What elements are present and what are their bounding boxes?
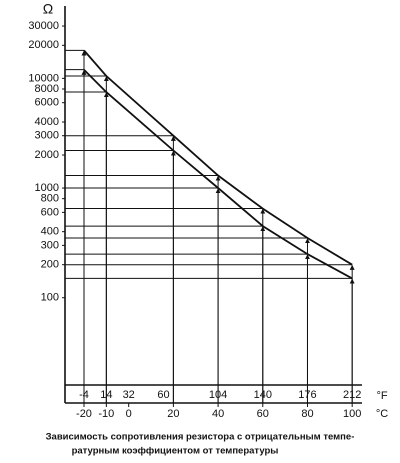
- x-tick-label: 40: [212, 408, 224, 420]
- y-tick-label: 200: [41, 259, 59, 271]
- y-tick-label: 600: [41, 206, 59, 218]
- x-tick-label: 60: [257, 408, 269, 420]
- y-tick-label: 20000: [28, 39, 59, 51]
- caption: ратурным коэффициентом от температуры: [72, 446, 279, 457]
- y-tick-label: 4000: [35, 116, 59, 128]
- x-tick-label: -20: [76, 408, 92, 420]
- y-tick-label: 10000: [28, 72, 59, 84]
- y-tick-label: 400: [41, 226, 59, 238]
- x-tick-label: 0: [126, 408, 132, 420]
- series-line: [83, 69, 353, 280]
- x-axis-label: °C: [376, 408, 388, 420]
- y-tick-label: 6000: [35, 97, 59, 109]
- x-tick-label: 100: [343, 408, 361, 420]
- x2-tick-label: 32: [123, 389, 135, 401]
- y-tick-label: 8000: [35, 83, 59, 95]
- y-tick-label: 3000: [35, 130, 59, 142]
- series-line: [83, 49, 353, 266]
- y-tick-label: 100: [41, 292, 59, 304]
- caption: Зависимость сопротивления резистора с от…: [46, 432, 355, 443]
- x-tick-label: -10: [98, 408, 114, 420]
- x-tick-label: 80: [301, 408, 313, 420]
- y-tick-label: 1000: [35, 182, 59, 194]
- y-axis-label: Ω: [43, 1, 53, 17]
- x2-axis-label: °F: [376, 390, 387, 402]
- y-tick-label: 300: [41, 239, 59, 251]
- x-tick-label: 20: [167, 408, 179, 420]
- y-tick-label: 800: [41, 193, 59, 205]
- x2-tick-label: 60: [157, 389, 169, 401]
- y-tick-label: 30000: [28, 20, 59, 32]
- y-tick-label: 2000: [35, 149, 59, 161]
